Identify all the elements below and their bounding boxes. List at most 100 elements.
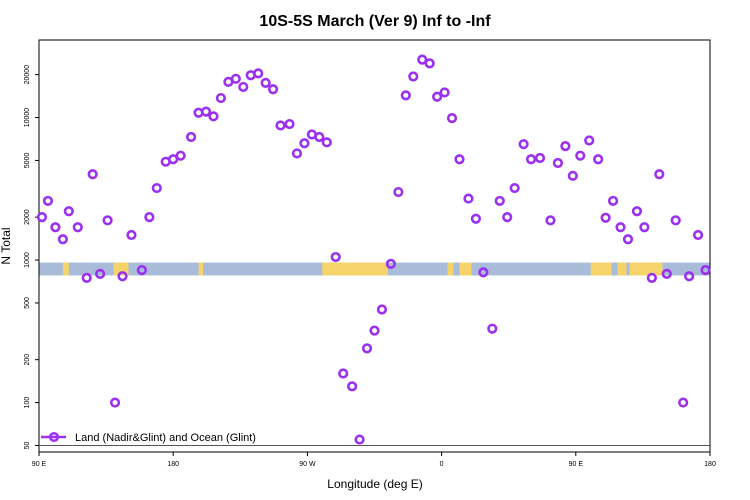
land-segment [593,262,612,276]
data-point [454,154,465,165]
data-point [424,58,435,69]
data-point [622,234,634,245]
plot-frame [38,39,711,453]
data-point [185,131,197,143]
data-point [347,381,358,392]
data-point [63,206,74,217]
data-point [470,213,481,224]
data-point [575,150,586,161]
data-point [463,193,474,204]
data-point [692,229,704,241]
data-point [376,304,388,315]
data-point [661,268,672,279]
data-point [126,229,137,241]
y-tick-label: 20000 [24,65,31,85]
data-point [670,215,681,226]
data-point [361,343,373,354]
legend: Land (Nadir&Glint) and Ocean (Glint) [41,431,256,444]
data-point [684,271,695,282]
data-point [631,206,643,217]
data-point [57,234,68,245]
data-point [200,106,212,117]
land-segment [325,262,388,276]
data-point [400,90,411,101]
data-point [268,84,279,95]
y-axis: 50 100 200 500 1000 2000 5000 10000 20000 [24,65,39,449]
land-segment [113,262,126,276]
data-point [81,272,92,283]
data-point [260,77,271,89]
data-point [607,195,619,207]
data-point [42,195,54,207]
data-point [439,87,450,98]
land-segment [198,262,204,276]
y-tick-label: 50 [24,441,31,449]
data-point [584,135,595,146]
data-point [552,157,564,169]
x-axis-label: Longitude (deg E) [327,477,422,491]
data-point [393,186,404,198]
x-tick-label: 0 [440,461,444,468]
data-point [299,138,310,149]
data-point [175,150,186,161]
data-point [646,272,657,283]
data-point [518,139,529,150]
data-point [478,267,489,278]
data-point [321,137,332,148]
data-point [534,152,546,164]
data-point [432,91,443,102]
y-tick-label: 500 [24,297,31,309]
x-tick-label: 180 [167,461,179,468]
land-segment [62,262,69,276]
y-tick-label: 1000 [24,252,31,268]
data-point [95,268,106,279]
data-point [72,222,83,233]
land-segment [447,262,454,276]
data-point [639,222,650,233]
data-point [87,169,98,180]
background-strip [39,262,710,276]
data-point [615,222,626,233]
y-tick-label: 200 [24,354,31,366]
legend-label: Land (Nadir&Glint) and Ocean (Glint) [75,432,256,444]
data-point [600,212,611,223]
data-point [238,81,249,93]
data-point [314,131,325,143]
data-point [593,154,604,165]
data-point [446,113,458,124]
land-segment [650,262,663,276]
land-segment [462,262,472,276]
data-point [408,71,419,82]
data-point [291,148,303,159]
legend-marker-icon [48,431,60,443]
data-point [369,325,380,336]
data-point [102,215,113,226]
data-point [284,118,295,130]
x-tick-label: 90 E [32,461,47,468]
x-tick-label: 90 W [299,461,316,468]
data-point [109,397,121,408]
data-point [36,212,48,223]
data-point [567,170,578,181]
y-axis-label: N Total [0,227,13,264]
land-segment [617,262,627,276]
data-point [151,182,162,194]
data-point [654,169,665,180]
data-point [509,182,520,194]
data-point [338,368,349,379]
x-tick-label: 180 [704,461,716,468]
x-tick-label: 90 E [569,461,584,468]
data-point [487,323,498,334]
y-tick-label: 100 [24,397,31,409]
chart-title: 10S-5S March (Ver 9) Inf to -Inf [259,13,491,30]
data-point [50,222,61,233]
data-point [208,111,219,122]
data-point [330,251,341,263]
data-point [215,92,227,104]
data-point [144,212,155,223]
data-point [385,258,397,269]
x-axis: 90 E 180 90 W 0 90 E 180 [32,452,716,468]
data-point [678,397,689,408]
data-point [545,215,556,226]
y-tick-label: 2000 [24,209,31,225]
